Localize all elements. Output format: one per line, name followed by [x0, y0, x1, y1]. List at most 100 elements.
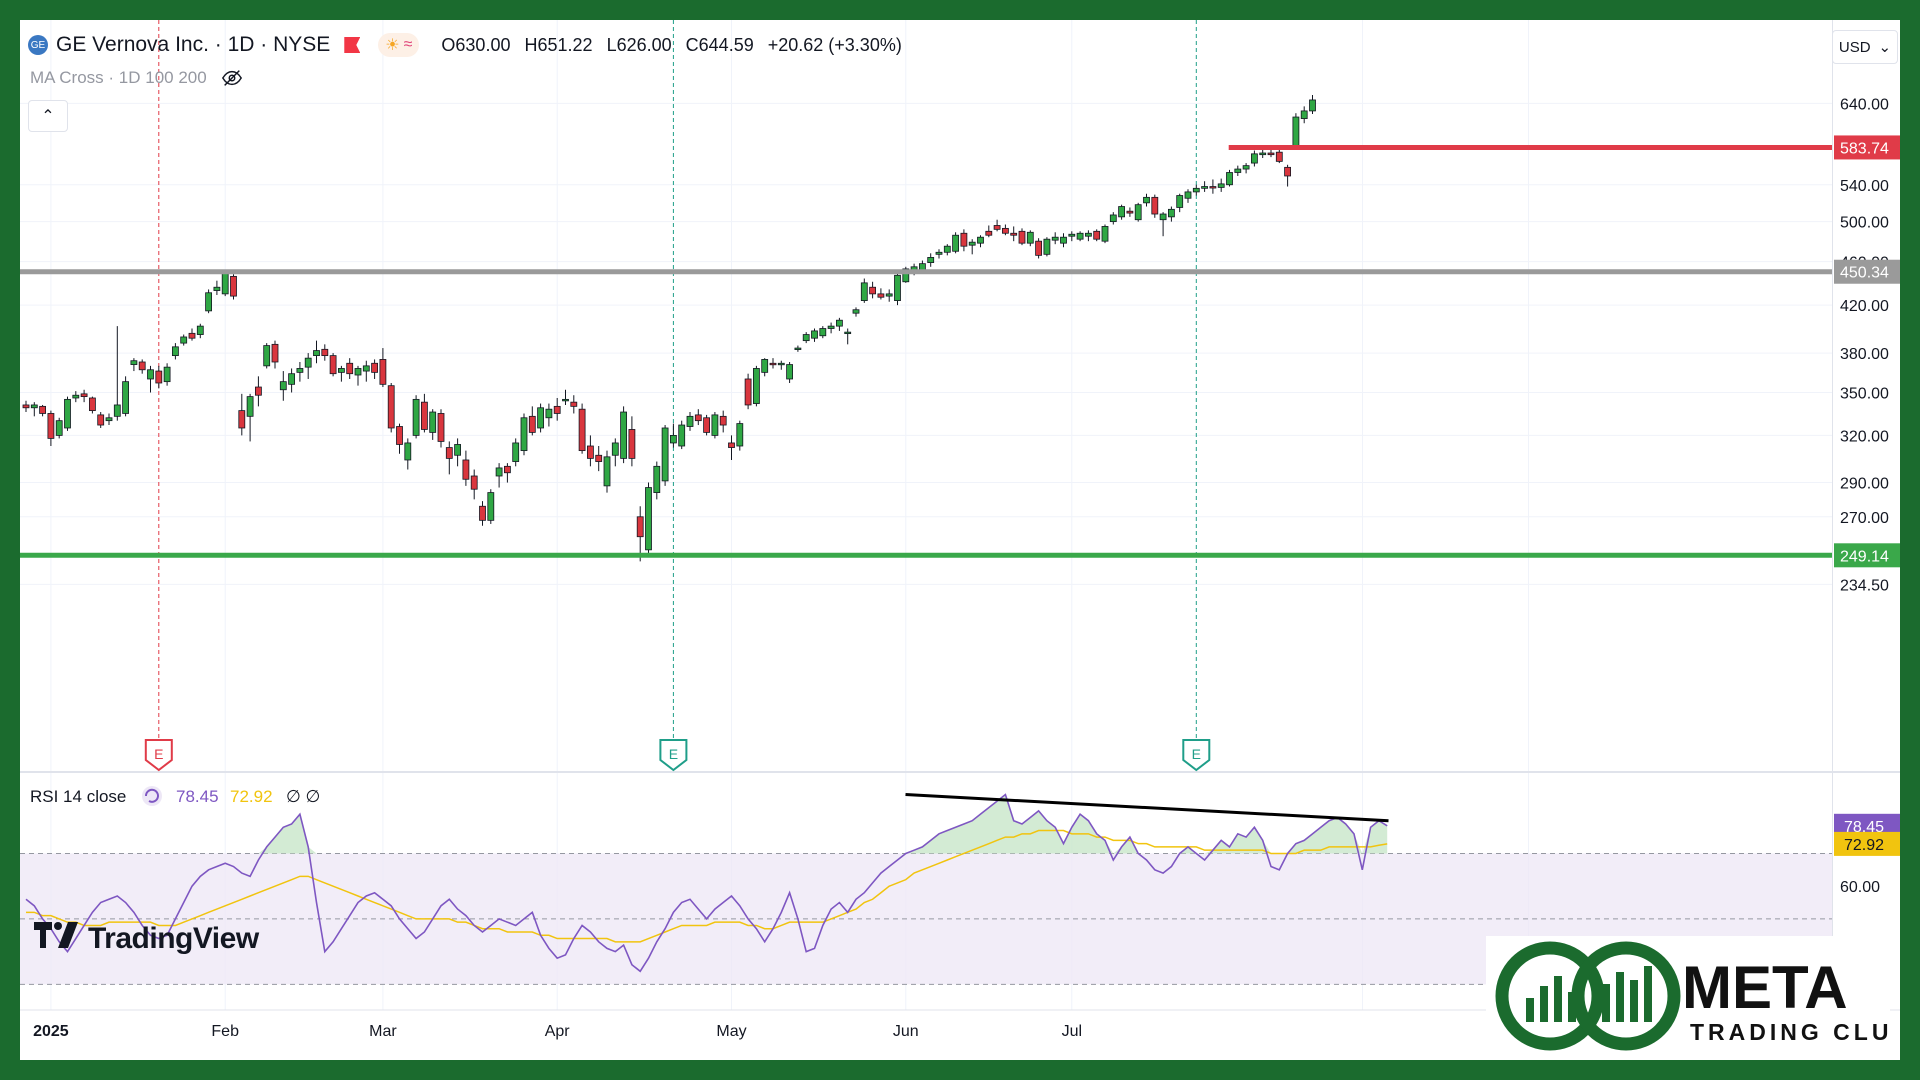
candle-body	[1093, 230, 1101, 240]
candle	[362, 360, 370, 382]
rsi-line	[25, 793, 1388, 973]
candle	[337, 365, 345, 382]
candle-body	[603, 456, 611, 487]
chevron-up-icon: ⌃	[41, 108, 55, 125]
candle-body	[885, 293, 893, 297]
candle-body	[777, 362, 785, 366]
candle	[1242, 163, 1250, 174]
candle	[636, 506, 644, 562]
candle-body	[902, 268, 910, 283]
candle	[113, 326, 121, 421]
candle	[503, 463, 511, 483]
chart-canvas[interactable]: 640.00540.00500.00460.00420.00380.00350.…	[20, 20, 1900, 1060]
symbol-header[interactable]: GE GE Vernova Inc. · 1D · NYSE ☀ ≈ O630.…	[28, 30, 911, 60]
rsi-trendline	[905, 793, 1389, 823]
candle-body	[611, 442, 619, 456]
candle	[1309, 95, 1316, 114]
candle-body	[993, 225, 1001, 230]
candle	[1300, 106, 1308, 124]
candle	[1284, 164, 1291, 187]
candle	[387, 382, 395, 433]
candle	[454, 438, 462, 467]
candle	[703, 414, 710, 436]
candle	[728, 435, 735, 460]
candle	[180, 334, 188, 346]
candle	[1292, 113, 1300, 148]
candle	[869, 281, 876, 299]
candle-body	[354, 368, 362, 376]
candle-body	[1267, 152, 1275, 156]
candle-body	[736, 423, 744, 447]
candle-body	[89, 397, 96, 412]
candle-body	[877, 293, 885, 298]
candle	[1051, 232, 1059, 245]
tradingview-logo[interactable]: TradingView	[34, 922, 259, 956]
candle	[1234, 165, 1242, 176]
candle-body	[761, 359, 769, 373]
flag-icon[interactable]	[344, 37, 361, 53]
candle-body	[545, 408, 553, 419]
candle-body	[628, 429, 636, 459]
candle	[1159, 212, 1167, 237]
session-pill[interactable]: ☀ ≈	[378, 33, 420, 57]
candle-body	[1076, 232, 1084, 240]
candle	[670, 423, 677, 448]
meta-wordmark: META	[1682, 954, 1848, 1021]
collapse-button[interactable]: ⌃	[28, 100, 68, 132]
candle-body	[1010, 232, 1018, 236]
meta-subtitle: TRADING CLUB	[1690, 1019, 1890, 1045]
candle	[155, 365, 163, 389]
candle-body	[387, 385, 395, 429]
candle-body	[512, 442, 520, 462]
symbol-title[interactable]: GE Vernova Inc. · 1D · NYSE	[56, 33, 331, 56]
rsi-label: RSI 14 close	[30, 787, 126, 806]
candle-body	[728, 442, 735, 448]
rsi-value: 78.45	[176, 787, 219, 806]
candle	[1168, 206, 1175, 222]
candle	[1209, 179, 1217, 194]
candle-body	[1134, 204, 1142, 221]
candle	[744, 373, 752, 410]
earnings-marker-shape	[144, 739, 173, 772]
level-badge-label: 450.34	[1840, 265, 1889, 282]
currency-select[interactable]: USD ⌄	[1832, 30, 1898, 64]
earnings-marker-icon: E	[659, 739, 688, 772]
candle-body	[620, 411, 627, 459]
candle	[1184, 189, 1192, 203]
chart-frame: 640.00540.00500.00460.00420.00380.00350.…	[20, 20, 1900, 1060]
earnings-marker-shape	[1182, 739, 1211, 772]
indicator-header[interactable]: MA Cross · 1D 100 200	[30, 66, 243, 90]
candle-body	[587, 445, 594, 459]
level-badge	[1834, 135, 1900, 160]
candle	[927, 253, 935, 267]
candle	[1010, 226, 1018, 242]
candle	[271, 340, 279, 369]
candle	[1118, 204, 1125, 220]
candle	[562, 389, 569, 405]
candle-body	[155, 370, 163, 384]
candle	[827, 322, 835, 334]
candle-body	[346, 362, 354, 375]
hidden-eye-icon[interactable]	[221, 67, 243, 89]
candle-body	[80, 393, 88, 398]
candle	[1126, 207, 1134, 217]
indicator-label[interactable]: MA Cross · 1D 100 200	[30, 68, 207, 87]
candle	[653, 461, 661, 500]
level-badge-label: 249.14	[1840, 548, 1889, 565]
candle	[628, 416, 636, 467]
candle	[1134, 202, 1142, 222]
candle	[694, 409, 702, 426]
candle-body	[670, 435, 677, 444]
earnings-marker-label: E	[154, 746, 163, 762]
candle	[985, 225, 993, 238]
candle	[545, 403, 553, 427]
candle-body	[171, 346, 179, 357]
rsi-ma-value: 72.92	[230, 787, 273, 806]
rsi-ma-line	[26, 829, 1388, 943]
candle-body	[636, 516, 644, 538]
candle-body	[163, 366, 171, 383]
candle	[1251, 150, 1258, 167]
candle	[72, 391, 80, 403]
candle	[977, 235, 984, 248]
candle-body	[1275, 151, 1283, 162]
